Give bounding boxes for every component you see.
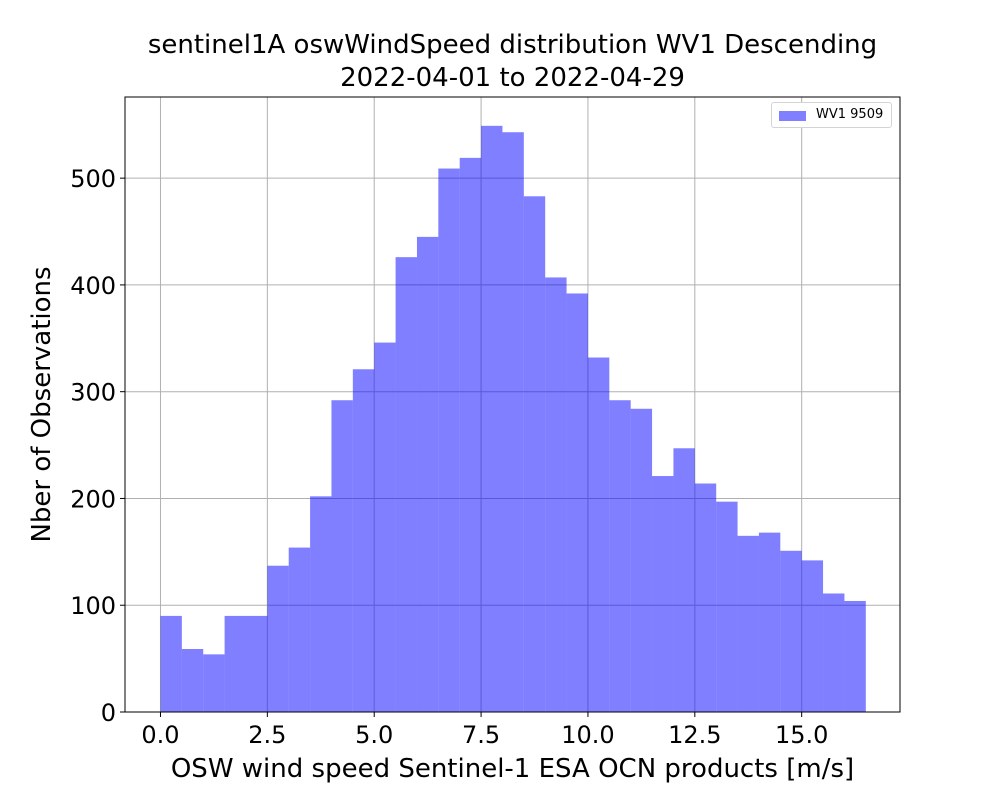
histogram-bar	[267, 565, 289, 712]
histogram-bar	[416, 236, 439, 712]
histogram-bar	[652, 476, 674, 712]
histogram-bar	[630, 408, 653, 712]
chart-title-line: sentinel1A oswWindSpeed distribution WV1…	[147, 30, 878, 60]
chart-legend: WV1 9509	[771, 102, 892, 128]
chart-subtitle: 2022-04-01 to 2022-04-29	[340, 63, 685, 93]
histogram-bar	[224, 615, 246, 712]
histogram-bar	[288, 547, 311, 712]
histogram-bar	[331, 400, 353, 712]
histogram-bar	[160, 615, 182, 712]
x-tick-label: 15.0	[775, 721, 828, 749]
y-tick-label: 400	[70, 272, 116, 300]
histogram-bar	[502, 132, 524, 712]
y-tick-label: 100	[70, 592, 116, 620]
histogram-bar	[673, 448, 695, 712]
histogram-bar	[181, 649, 204, 712]
histogram-bar	[844, 600, 866, 712]
legend-label: WV1 9509	[816, 107, 884, 122]
histogram-bar	[716, 501, 738, 712]
x-tick-label: 10.0	[561, 721, 614, 749]
plot-frame	[124, 96, 901, 713]
histogram-bar	[310, 496, 332, 712]
histogram-bar	[758, 532, 781, 712]
x-tick-label: 0.0	[141, 721, 179, 749]
histogram-bar	[801, 560, 824, 712]
histogram-bar	[374, 342, 396, 712]
y-axis-label: Nber of Observations	[27, 266, 57, 542]
histogram-bar	[587, 357, 610, 712]
histogram-bar	[245, 615, 268, 712]
histogram-bar	[823, 593, 845, 712]
histogram-bar	[545, 277, 567, 712]
x-tick-label: 12.5	[668, 721, 721, 749]
histogram-bar	[694, 483, 717, 712]
histogram-bar	[203, 654, 225, 712]
y-tick-label: 0	[101, 699, 116, 727]
x-tick-label: 2.5	[248, 721, 286, 749]
y-tick-label: 200	[70, 485, 116, 513]
histogram-bar	[481, 125, 503, 712]
y-tick-label: 300	[70, 379, 116, 407]
x-axis-label: OSW wind speed Sentinel-1 ESA OCN produc…	[171, 754, 854, 784]
legend-swatch	[779, 111, 806, 121]
y-tick-label: 500	[70, 165, 116, 193]
histogram-bar	[395, 257, 417, 712]
histogram-bar	[352, 369, 375, 712]
x-tick-label: 5.0	[355, 721, 393, 749]
histogram-bar	[566, 293, 588, 712]
x-tick-label: 7.5	[462, 721, 500, 749]
histogram-bar	[438, 168, 460, 713]
histogram-bar	[459, 157, 482, 712]
histogram-bar	[523, 196, 546, 712]
histogram-bar	[737, 535, 759, 712]
histogram-bar	[780, 550, 802, 712]
histogram-bar	[609, 400, 631, 712]
